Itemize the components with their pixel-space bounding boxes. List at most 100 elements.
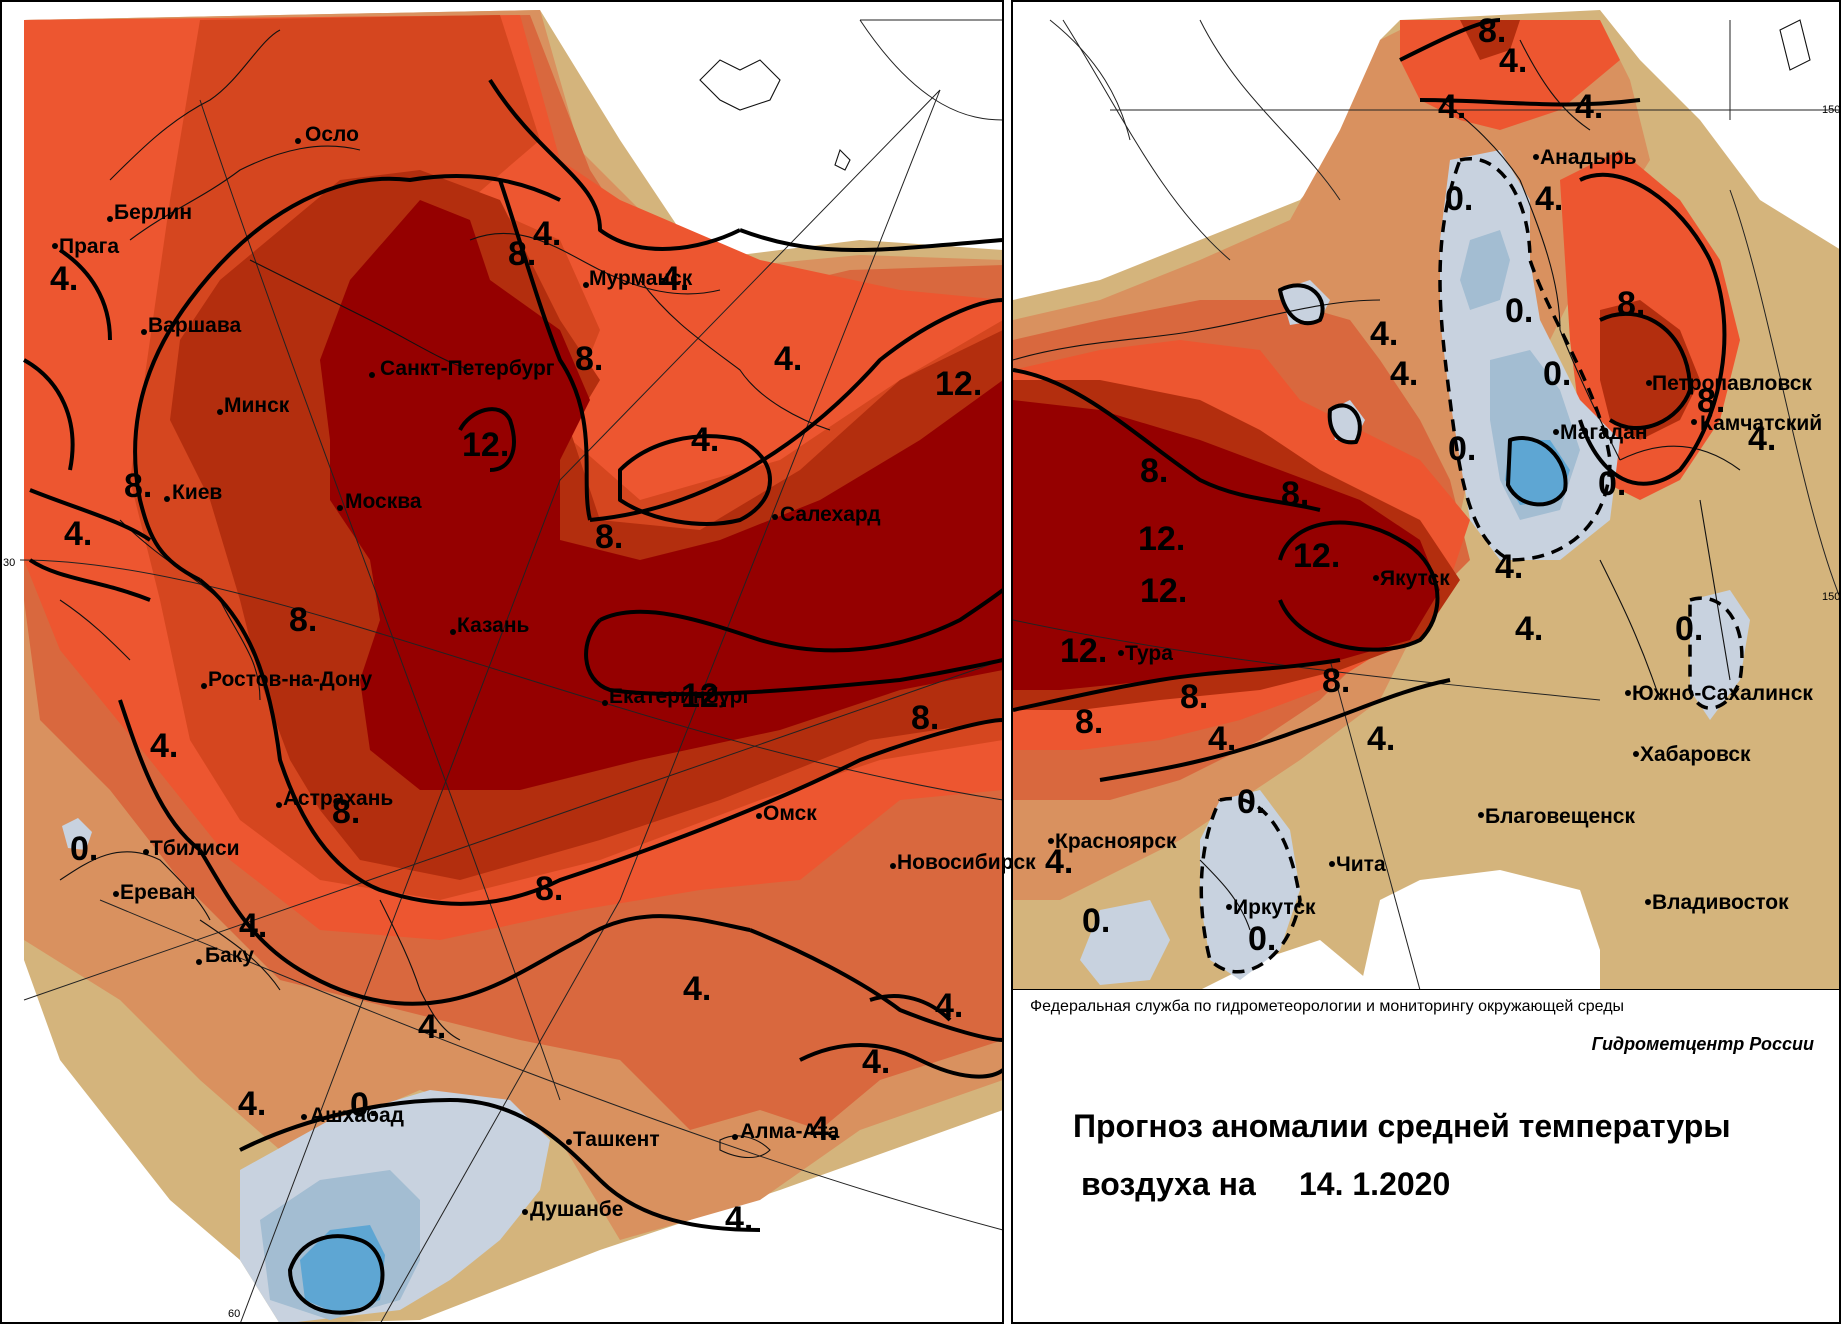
left-city-label: Берлин	[114, 201, 192, 224]
city-marker	[450, 629, 456, 635]
map-title-line-1: Прогноз аномалии средней температуры	[1073, 1108, 1731, 1144]
r-zone-0--1-irk	[1200, 790, 1300, 980]
city-marker	[143, 849, 149, 855]
right-isoline-label: 4.	[1438, 88, 1466, 126]
city-marker	[1633, 751, 1639, 757]
right-isoline-label: 4.	[1495, 548, 1523, 586]
right-isoline-label: 0.	[1448, 430, 1476, 468]
right-isoline-label: 4.	[1370, 315, 1398, 353]
city-marker	[756, 813, 762, 819]
right-isoline-labels: 8.4.4. 4.4.0.4.4.0.0.8.8.0.0.4.8.8.12.12.…	[1045, 12, 1776, 958]
city-marker	[1691, 419, 1697, 425]
left-isoline-label: 4.	[418, 1008, 446, 1046]
right-isoline-label: 8.	[1617, 285, 1645, 323]
r-zone-8-12-ne	[1460, 20, 1520, 60]
right-isoline-label: 12.	[1138, 520, 1185, 558]
right-isoline-label: 12.	[1060, 632, 1107, 670]
city-marker	[1329, 861, 1335, 867]
right-city-label: Хабаровск	[1640, 743, 1751, 766]
left-city-label: Баку	[205, 944, 254, 967]
r-zone-8-12-kam	[1600, 300, 1700, 440]
right-city-label: Красноярск	[1055, 830, 1177, 853]
right-city-label: Петропавловск	[1652, 372, 1812, 395]
city-marker	[522, 1209, 528, 1215]
map-title-line-2: воздуха на	[1081, 1166, 1256, 1202]
forecast-date: 14. 1.2020	[1299, 1166, 1451, 1202]
r-zone-0--1-nw2	[1330, 400, 1365, 440]
right-isoline-label: 0.	[1445, 180, 1473, 218]
city-marker	[107, 216, 113, 222]
right-grid-label: 150	[1822, 104, 1840, 116]
right-grid-labels: 150 150	[1822, 104, 1840, 603]
zone-lt--2	[300, 1225, 385, 1315]
right-city-label: Камчатский	[1700, 412, 1822, 435]
left-city-label: Минск	[224, 394, 290, 417]
left-isoline-label: 0.	[350, 1086, 378, 1124]
right-city-label: Чита	[1336, 853, 1386, 876]
left-grid-label: 30	[3, 557, 15, 569]
right-isoline-label: 0.	[1543, 355, 1571, 393]
right-isoline-label: 12.	[1140, 572, 1187, 610]
right-isoline-label: 4.	[1515, 610, 1543, 648]
right-isoline-label: 8.	[1478, 12, 1506, 50]
right-isoline-label: 8.	[1322, 662, 1350, 700]
right-isoline-label: 0.	[1082, 902, 1110, 940]
left-city-label: Осло	[305, 123, 359, 146]
right-isoline-label: 8.	[1075, 703, 1103, 741]
city-marker	[583, 282, 589, 288]
left-isoline-label: 4.	[150, 727, 178, 765]
left-map-frame	[0, 0, 1004, 1324]
left-city-label: Новосибирск	[897, 851, 1036, 874]
left-isoline-label: 12.	[462, 426, 509, 464]
r-zone-0--1-sakh	[1690, 590, 1750, 720]
right-isoline-label: 0.	[1675, 610, 1703, 648]
city-marker	[772, 514, 778, 520]
left-isoline-label: 8.	[595, 518, 623, 556]
left-isoline-label: 12.	[681, 677, 728, 715]
city-marker	[1048, 838, 1054, 844]
right-isoline-label: 4.	[1045, 843, 1073, 881]
left-city-label: Астрахань	[283, 787, 393, 810]
left-city-label: Казань	[457, 614, 530, 637]
left-city-label: Киев	[172, 481, 222, 504]
city-marker	[732, 1134, 738, 1140]
left-isoline-label: 4.	[533, 215, 561, 253]
right-isoline-label: 4.	[1208, 720, 1236, 758]
city-marker	[1478, 812, 1484, 818]
right-isoline-label: 4.	[1367, 720, 1395, 758]
city-marker	[141, 329, 147, 335]
left-isoline-label: 8.	[124, 467, 152, 505]
right-isoline-label: 0.	[1505, 292, 1533, 330]
left-city-label: Мурманск	[589, 267, 693, 290]
left-grid-label: 60	[228, 1308, 240, 1320]
city-marker	[201, 683, 207, 689]
left-isoline-label: 8.	[508, 235, 536, 273]
right-city-label: Владивосток	[1652, 891, 1789, 914]
city-marker	[1226, 904, 1232, 910]
city-marker	[295, 138, 301, 144]
right-isoline-label: 4.	[1748, 420, 1776, 458]
left-city-label: Екатеринбург	[609, 685, 752, 708]
right-isoline-label: 8.	[1180, 678, 1208, 716]
city-marker	[890, 863, 896, 869]
left-city-label: Ереван	[120, 881, 196, 904]
left-city-label: Санкт-Петербург	[380, 357, 555, 380]
left-isoline-label: 4.	[50, 260, 78, 298]
city-marker	[1533, 154, 1539, 160]
left-isoline-label: 4.	[725, 1200, 753, 1238]
right-city-label: Тура	[1125, 642, 1173, 665]
city-marker	[602, 700, 608, 706]
left-city-label: Варшава	[148, 314, 241, 337]
right-city-label: Якутск	[1380, 567, 1450, 590]
left-isoline-label: 8.	[332, 793, 360, 831]
left-isoline-label: 4.	[683, 970, 711, 1008]
left-city-label: Омск	[763, 802, 817, 825]
left-city-labels: Осло Берлин Прага Варшава Мурманск Санкт-Пете…	[52, 123, 1036, 1221]
right-isoline-label: 0.	[1248, 920, 1276, 958]
right-city-label: Магадан	[1560, 421, 1648, 444]
right-map-frame	[1011, 0, 1841, 1324]
city-marker	[164, 496, 170, 502]
left-isoline-label: 4.	[810, 1110, 838, 1148]
city-marker	[337, 505, 343, 511]
city-marker	[113, 891, 119, 897]
